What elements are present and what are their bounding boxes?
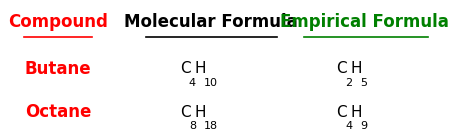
Text: C: C (336, 105, 346, 120)
Text: 9: 9 (360, 121, 367, 131)
Text: 10: 10 (204, 78, 218, 87)
Text: Compound: Compound (8, 13, 108, 31)
Text: 18: 18 (204, 121, 218, 131)
Text: 2: 2 (345, 78, 352, 87)
Text: 8: 8 (189, 121, 196, 131)
Text: H: H (351, 62, 363, 76)
Text: H: H (195, 105, 206, 120)
Text: Molecular Formula: Molecular Formula (124, 13, 298, 31)
Text: C: C (180, 105, 191, 120)
Text: Octane: Octane (25, 103, 91, 121)
Text: Butane: Butane (25, 60, 91, 78)
Text: H: H (195, 62, 206, 76)
Text: Empirical Formula: Empirical Formula (280, 13, 449, 31)
Text: 5: 5 (360, 78, 367, 87)
Text: H: H (351, 105, 363, 120)
Text: C: C (336, 62, 346, 76)
Text: C: C (180, 62, 191, 76)
Text: 4: 4 (345, 121, 352, 131)
Text: 4: 4 (189, 78, 196, 87)
